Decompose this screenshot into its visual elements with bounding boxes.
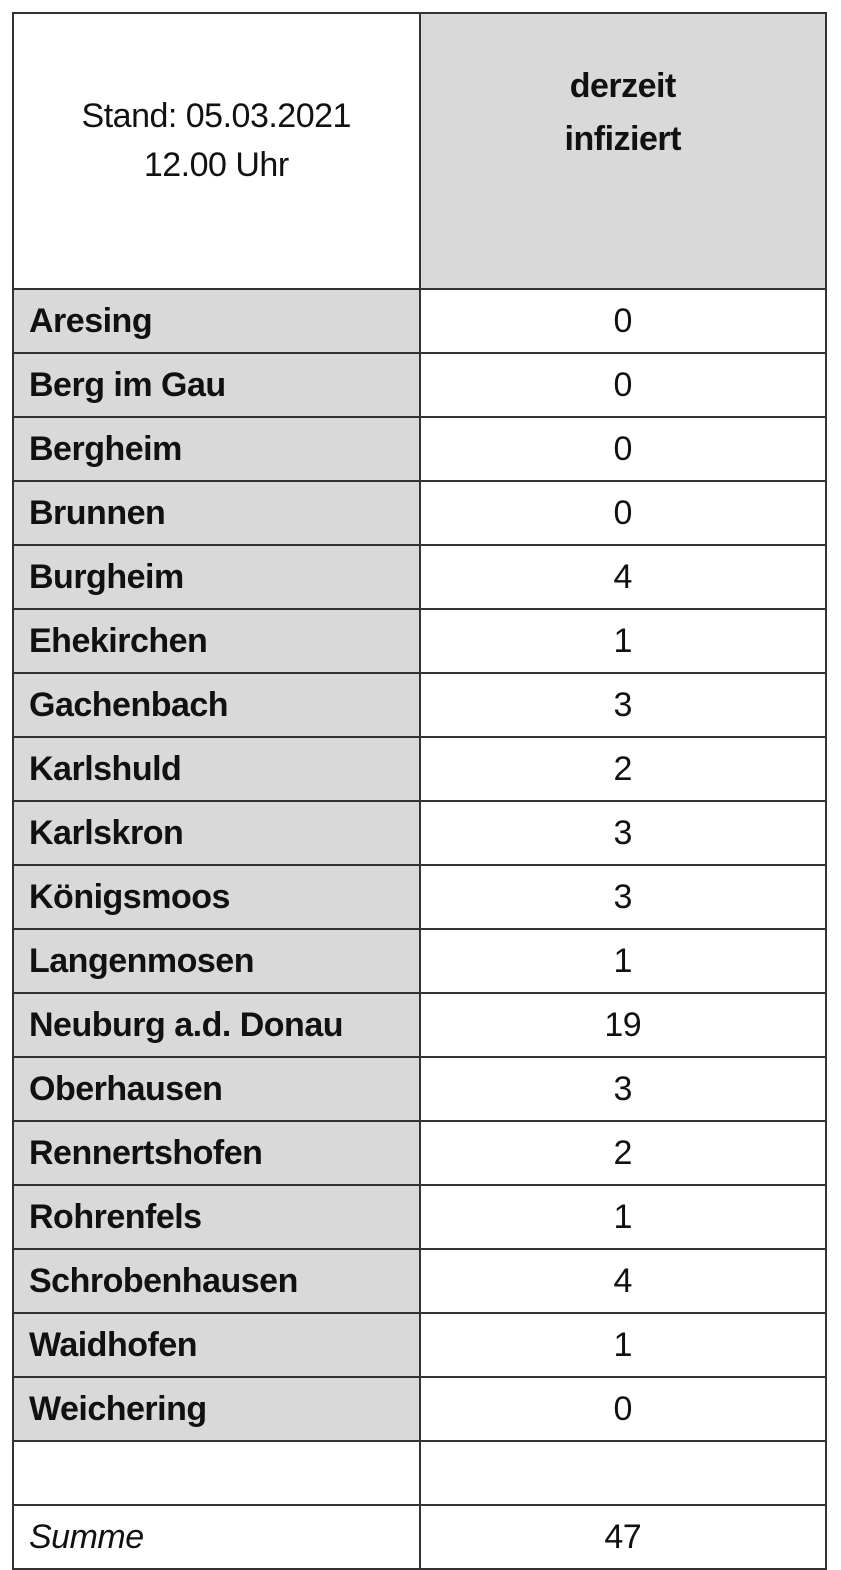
infected-count: 19 [418, 992, 827, 1058]
municipality-name: Waidhofen [12, 1312, 421, 1378]
municipality-name: Bergheim [12, 416, 421, 482]
municipality-name: Burgheim [12, 544, 421, 610]
infected-count: 0 [418, 416, 827, 482]
table-row: Berg im Gau 0 [12, 352, 827, 418]
stand-cell: Stand: 05.03.2021 12.00 Uhr [12, 12, 421, 290]
municipality-name: Brunnen [12, 480, 421, 546]
infected-count: 1 [418, 1184, 827, 1250]
infected-count: 0 [418, 480, 827, 546]
municipality-name: Schrobenhausen [12, 1248, 421, 1314]
infected-count: 0 [418, 1376, 827, 1442]
table-row: Burgheim 4 [12, 544, 827, 610]
infected-count: 2 [418, 736, 827, 802]
infected-count: 3 [418, 800, 827, 866]
municipality-name: Oberhausen [12, 1056, 421, 1122]
total-row: Summe 47 [12, 1504, 827, 1570]
infected-count: 2 [418, 1120, 827, 1186]
municipality-name: Weichering [12, 1376, 421, 1442]
total-label: Summe [12, 1504, 421, 1570]
municipality-name: Ehekirchen [12, 608, 421, 674]
column-header: derzeit infiziert [418, 12, 827, 290]
table-row: Gachenbach 3 [12, 672, 827, 738]
infection-table: Stand: 05.03.2021 12.00 Uhr derzeit infi… [12, 12, 827, 1570]
table-row: Neuburg a.d. Donau 19 [12, 992, 827, 1058]
stand-time: 12.00 Uhr [143, 146, 289, 185]
municipality-name: Karlskron [12, 800, 421, 866]
infected-count: 1 [418, 608, 827, 674]
table-row: Bergheim 0 [12, 416, 827, 482]
infected-count: 3 [418, 1056, 827, 1122]
table-row: Rennertshofen 2 [12, 1120, 827, 1186]
municipality-name: Rennertshofen [12, 1120, 421, 1186]
infected-count: 0 [418, 288, 827, 354]
municipality-name: Aresing [12, 288, 421, 354]
total-value: 47 [418, 1504, 827, 1570]
table-row: Langenmosen 1 [12, 928, 827, 994]
table-row: Waidhofen 1 [12, 1312, 827, 1378]
blank-cell [12, 1440, 421, 1506]
table-row: Brunnen 0 [12, 480, 827, 546]
municipality-name: Berg im Gau [12, 352, 421, 418]
infected-count: 1 [418, 928, 827, 994]
table-row: Oberhausen 3 [12, 1056, 827, 1122]
infected-count: 4 [418, 1248, 827, 1314]
table-row: Aresing 0 [12, 288, 827, 354]
infected-count: 3 [418, 672, 827, 738]
table-row: Königsmoos 3 [12, 864, 827, 930]
blank-row [12, 1440, 827, 1506]
table-row: Weichering 0 [12, 1376, 827, 1442]
table-row: Schrobenhausen 4 [12, 1248, 827, 1314]
infected-count: 1 [418, 1312, 827, 1378]
municipality-name: Langenmosen [12, 928, 421, 994]
infected-count: 4 [418, 544, 827, 610]
column-header-line1: derzeit [569, 67, 677, 105]
table-row: Ehekirchen 1 [12, 608, 827, 674]
column-header-line2: infiziert [564, 119, 682, 158]
stand-date: Stand: 05.03.2021 [81, 97, 352, 135]
infected-count: 3 [418, 864, 827, 930]
municipality-name: Neuburg a.d. Donau [12, 992, 421, 1058]
table-row: Karlshuld 2 [12, 736, 827, 802]
municipality-name: Karlshuld [12, 736, 421, 802]
table-row: Karlskron 3 [12, 800, 827, 866]
municipality-name: Rohrenfels [12, 1184, 421, 1250]
infected-count: 0 [418, 352, 827, 418]
municipality-name: Gachenbach [12, 672, 421, 738]
municipality-name: Königsmoos [12, 864, 421, 930]
blank-cell [418, 1440, 827, 1506]
table-row: Rohrenfels 1 [12, 1184, 827, 1250]
header-row: Stand: 05.03.2021 12.00 Uhr derzeit infi… [12, 12, 827, 290]
